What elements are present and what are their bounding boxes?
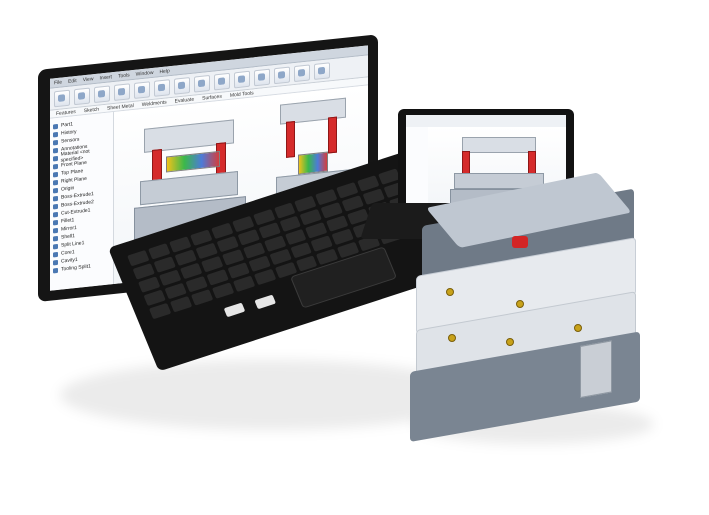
tree-item-label: Part1 <box>61 121 73 129</box>
cad-block <box>462 137 536 153</box>
mold-pin <box>574 324 582 332</box>
key[interactable] <box>190 289 214 306</box>
feature-icon <box>53 171 58 177</box>
cad-block <box>454 173 544 189</box>
key[interactable] <box>148 302 172 320</box>
menu-item-window[interactable]: Window <box>135 69 154 78</box>
feature-icon <box>53 211 58 217</box>
mold-pin <box>446 288 454 296</box>
feature-icon <box>53 227 58 233</box>
small-laptop-screen-bezel <box>398 109 574 224</box>
toolbar-button[interactable] <box>94 84 110 103</box>
toolbar-button[interactable] <box>54 89 70 107</box>
cad-red-pillar <box>462 151 470 175</box>
feature-icon <box>53 179 58 185</box>
feature-icon <box>53 243 58 249</box>
mold-assembly <box>404 172 654 444</box>
toolbar-button[interactable] <box>294 63 310 82</box>
feature-tree: Part1 History Sensors Annotations Materi… <box>50 112 114 291</box>
toolbar-button[interactable] <box>214 72 230 91</box>
toolbar-button[interactable] <box>134 80 150 99</box>
toolbar-button[interactable] <box>314 61 330 80</box>
menu-item-edit[interactable]: Edit <box>68 77 77 85</box>
menu-item-file[interactable]: File <box>54 78 63 86</box>
toolbar-button[interactable] <box>174 76 190 95</box>
tree-item-label: Tooling Split1 <box>61 263 91 273</box>
toolbar-button[interactable] <box>234 70 250 88</box>
feature-icon <box>53 259 58 265</box>
cad-red-pillar <box>328 116 337 154</box>
key[interactable] <box>169 296 193 313</box>
mold-pin <box>506 338 514 346</box>
cad-part <box>166 150 220 173</box>
menu-item-insert[interactable]: Insert <box>99 73 112 82</box>
laptop-sticker <box>254 294 277 310</box>
feature-icon <box>53 219 58 225</box>
tab-sketch[interactable]: Sketch <box>83 106 100 114</box>
mold-red-knob <box>512 236 528 248</box>
menu-item-help[interactable]: Help <box>159 67 170 75</box>
cad-red-pillar <box>528 151 536 175</box>
toolbar-button[interactable] <box>74 87 90 105</box>
cad-red-pillar <box>286 120 295 158</box>
feature-icon <box>53 147 58 153</box>
feature-icon <box>53 195 58 201</box>
menu-item-tools[interactable]: Tools <box>117 71 130 80</box>
toolbar-button[interactable] <box>154 78 170 97</box>
toolbar-button[interactable] <box>274 66 290 84</box>
feature-icon <box>53 267 58 273</box>
laptop-sticker <box>223 302 246 318</box>
feature-icon <box>53 251 58 257</box>
key[interactable] <box>232 275 255 293</box>
toolbar-button[interactable] <box>114 82 130 101</box>
feature-icon <box>53 155 58 161</box>
feature-icon <box>53 139 58 145</box>
feature-icon <box>53 187 58 193</box>
key[interactable] <box>253 268 276 286</box>
feature-icon <box>53 163 58 169</box>
mold-pin <box>448 334 456 342</box>
menu-item-view[interactable]: View <box>82 75 94 83</box>
feature-icon <box>53 131 58 137</box>
feature-icon <box>53 123 58 129</box>
toolbar-button[interactable] <box>254 68 270 86</box>
mold-pin <box>516 300 524 308</box>
key[interactable] <box>211 282 235 299</box>
feature-icon <box>53 235 58 241</box>
cad-red-pillar <box>152 148 162 183</box>
mold-cavity <box>580 340 612 398</box>
feature-icon <box>53 203 58 209</box>
toolbar-button[interactable] <box>194 74 210 93</box>
small-cad-window <box>406 115 566 215</box>
small-feature-tree <box>406 127 429 215</box>
